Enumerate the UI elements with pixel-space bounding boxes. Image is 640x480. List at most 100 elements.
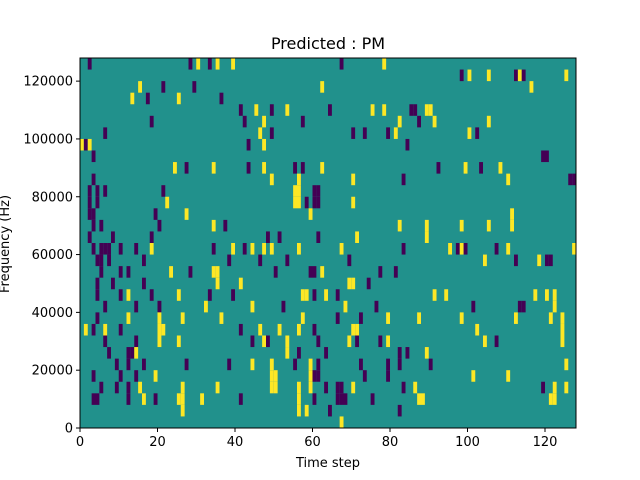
- heatmap-cell-high: [134, 347, 139, 359]
- heatmap-cell-high: [180, 381, 185, 394]
- y-tick-label: 120000: [23, 75, 73, 90]
- heatmap-cell-high: [269, 370, 274, 382]
- heatmap-cell-high: [564, 381, 569, 394]
- heatmap-cell-high: [351, 381, 356, 394]
- heatmap-cell-low: [281, 300, 286, 313]
- heatmap-cell-low: [149, 289, 154, 301]
- heatmap-cell-low: [459, 69, 464, 82]
- heatmap-cell-low: [335, 312, 340, 324]
- heatmap-cell-high: [483, 335, 487, 348]
- heatmap-cell-low: [111, 277, 115, 290]
- heatmap-cell-high: [351, 173, 356, 186]
- heatmap-cell-high: [506, 243, 511, 255]
- heatmap-cell-low: [386, 358, 391, 371]
- heatmap-cell-low: [161, 185, 166, 197]
- heatmap-cell-high: [510, 208, 515, 220]
- heatmap-cell-high: [149, 243, 154, 255]
- heatmap-cell-high: [382, 58, 387, 70]
- heatmap-cell-high: [552, 300, 557, 313]
- heatmap-cell-low: [95, 312, 100, 324]
- heatmap-cell-low: [269, 127, 274, 139]
- heatmap-cell-high: [424, 219, 429, 232]
- heatmap-cell-high: [297, 173, 301, 186]
- heatmap-cell-low: [91, 370, 96, 382]
- heatmap-cell-high: [273, 370, 278, 382]
- heatmap-cell-high: [324, 289, 329, 301]
- heatmap-cell-low: [87, 208, 92, 220]
- heatmap-cell-low: [103, 127, 108, 139]
- heatmap-cell-low: [359, 312, 363, 324]
- heatmap-cell-low: [378, 335, 383, 348]
- heatmap-cell-high: [548, 312, 553, 324]
- heatmap-cell-low: [401, 173, 406, 186]
- heatmap-cell-high: [424, 231, 429, 243]
- heatmap-cell-low: [231, 289, 236, 301]
- heatmap-cell-low: [428, 358, 433, 371]
- heatmap-cell-high: [413, 381, 418, 394]
- heatmap-cell-low: [541, 381, 546, 394]
- heatmap-cell-high: [180, 404, 185, 417]
- heatmap-cell-high: [273, 381, 278, 394]
- heatmap-cell-high: [308, 381, 313, 394]
- heatmap-cell-low: [455, 243, 460, 255]
- heatmap-cell-low: [211, 243, 216, 255]
- heatmap-cell-high: [184, 208, 189, 220]
- heatmap-cell-low: [134, 300, 139, 313]
- heatmap-cell-low: [541, 150, 546, 163]
- heatmap-cell-low: [207, 289, 212, 301]
- heatmap-cell-high: [80, 138, 84, 151]
- heatmap-cell-low: [219, 92, 224, 105]
- heatmap-cell-high: [397, 219, 402, 232]
- heatmap-cell-high: [126, 289, 131, 301]
- heatmap-cell-low: [312, 370, 317, 382]
- heatmap-cell-high: [486, 69, 491, 82]
- heatmap-cell-low: [246, 138, 251, 151]
- heatmap-cell-high: [533, 289, 538, 301]
- heatmap-cell-high: [297, 323, 301, 336]
- heatmap-cell-low: [293, 358, 298, 371]
- heatmap-cell-low: [572, 173, 577, 186]
- heatmap-cell-high: [486, 219, 491, 232]
- chart-title: Predicted : PM: [271, 34, 385, 53]
- heatmap-cell-low: [99, 254, 104, 267]
- heatmap-cell-high: [564, 69, 569, 82]
- heatmap-cell-low: [273, 266, 278, 278]
- heatmap-cell-high: [347, 277, 352, 290]
- heatmap-cell-low: [335, 381, 340, 394]
- heatmap-cell-high: [320, 266, 325, 278]
- heatmap-cell-low: [134, 370, 139, 382]
- heatmap-cell-high: [393, 127, 398, 139]
- heatmap-cell-low: [479, 162, 484, 174]
- heatmap-cell-high: [180, 312, 185, 324]
- heatmap-cell-high: [211, 162, 216, 174]
- heatmap-cell-high: [157, 335, 162, 348]
- heatmap-cell-low: [95, 393, 100, 405]
- heatmap-cell-high: [87, 138, 92, 151]
- heatmap-cell-high: [215, 277, 220, 290]
- heatmap-cell-low: [362, 370, 367, 382]
- heatmap-cell-low: [355, 335, 360, 348]
- heatmap-cell-high: [347, 335, 352, 348]
- x-tick-label: 60: [304, 435, 321, 450]
- heatmap-cell-high: [370, 104, 375, 116]
- heatmap-cell-low: [161, 81, 166, 93]
- heatmap-cell-high: [231, 243, 236, 255]
- heatmap-cell-high: [262, 243, 267, 255]
- heatmap-cell-low: [87, 185, 92, 197]
- heatmap-cell-low: [103, 243, 108, 255]
- heatmap-cell-low: [300, 115, 305, 128]
- heatmap-cell-low: [91, 393, 96, 405]
- heatmap-cell-low: [463, 243, 468, 255]
- heatmap-cell-high: [351, 323, 356, 336]
- heatmap-cell-high: [300, 289, 305, 301]
- heatmap-cell-low: [545, 254, 549, 267]
- heatmap-cell-high: [293, 185, 298, 197]
- heatmap-cell-high: [297, 185, 301, 197]
- heatmap-cell-high: [397, 115, 402, 128]
- heatmap-cell-high: [467, 127, 472, 139]
- heatmap-cell-low: [328, 104, 332, 116]
- heatmap-cell-low: [126, 393, 131, 405]
- heatmap-cell-high: [351, 277, 356, 290]
- heatmap-cell-high: [308, 208, 313, 220]
- heatmap-cell-high: [285, 104, 290, 116]
